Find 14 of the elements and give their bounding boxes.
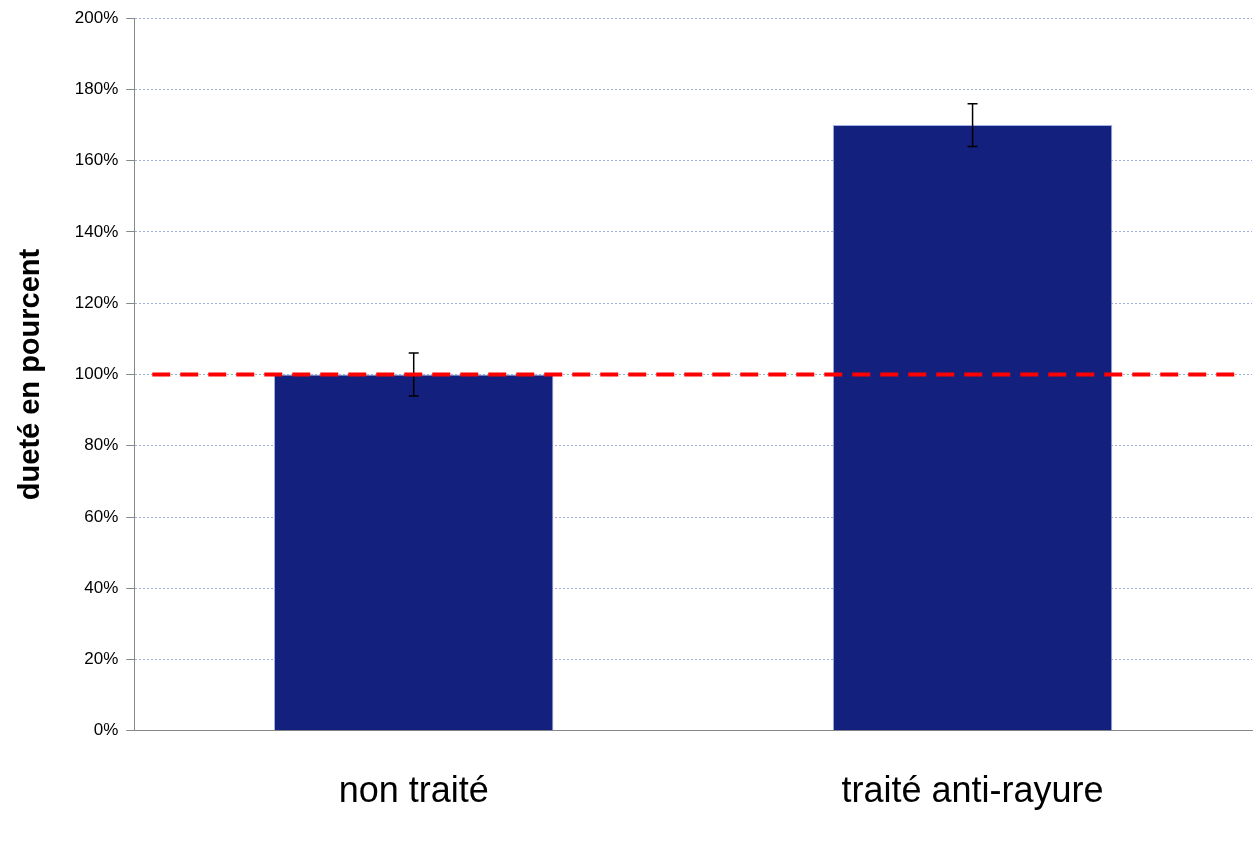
x-tick-label: traité anti-rayure	[841, 769, 1104, 811]
y-tick-label: 180%	[74, 79, 119, 99]
y-tick-label: 120%	[74, 292, 119, 312]
y-tick-label: 100%	[74, 364, 119, 384]
y-tick-label: 200%	[74, 7, 119, 27]
y-tick-label: 80%	[84, 435, 119, 455]
y-tick-label: 140%	[74, 221, 119, 241]
x-tick-label: non traité	[338, 769, 489, 811]
y-tick-label: 160%	[74, 150, 119, 170]
y-axis-title: dueté en pourcent	[13, 248, 46, 501]
y-tick-label: 0%	[93, 720, 119, 740]
y-tick-label: 60%	[84, 506, 119, 526]
y-tick-label: 20%	[84, 649, 119, 669]
y-tick-label: 40%	[84, 577, 119, 597]
